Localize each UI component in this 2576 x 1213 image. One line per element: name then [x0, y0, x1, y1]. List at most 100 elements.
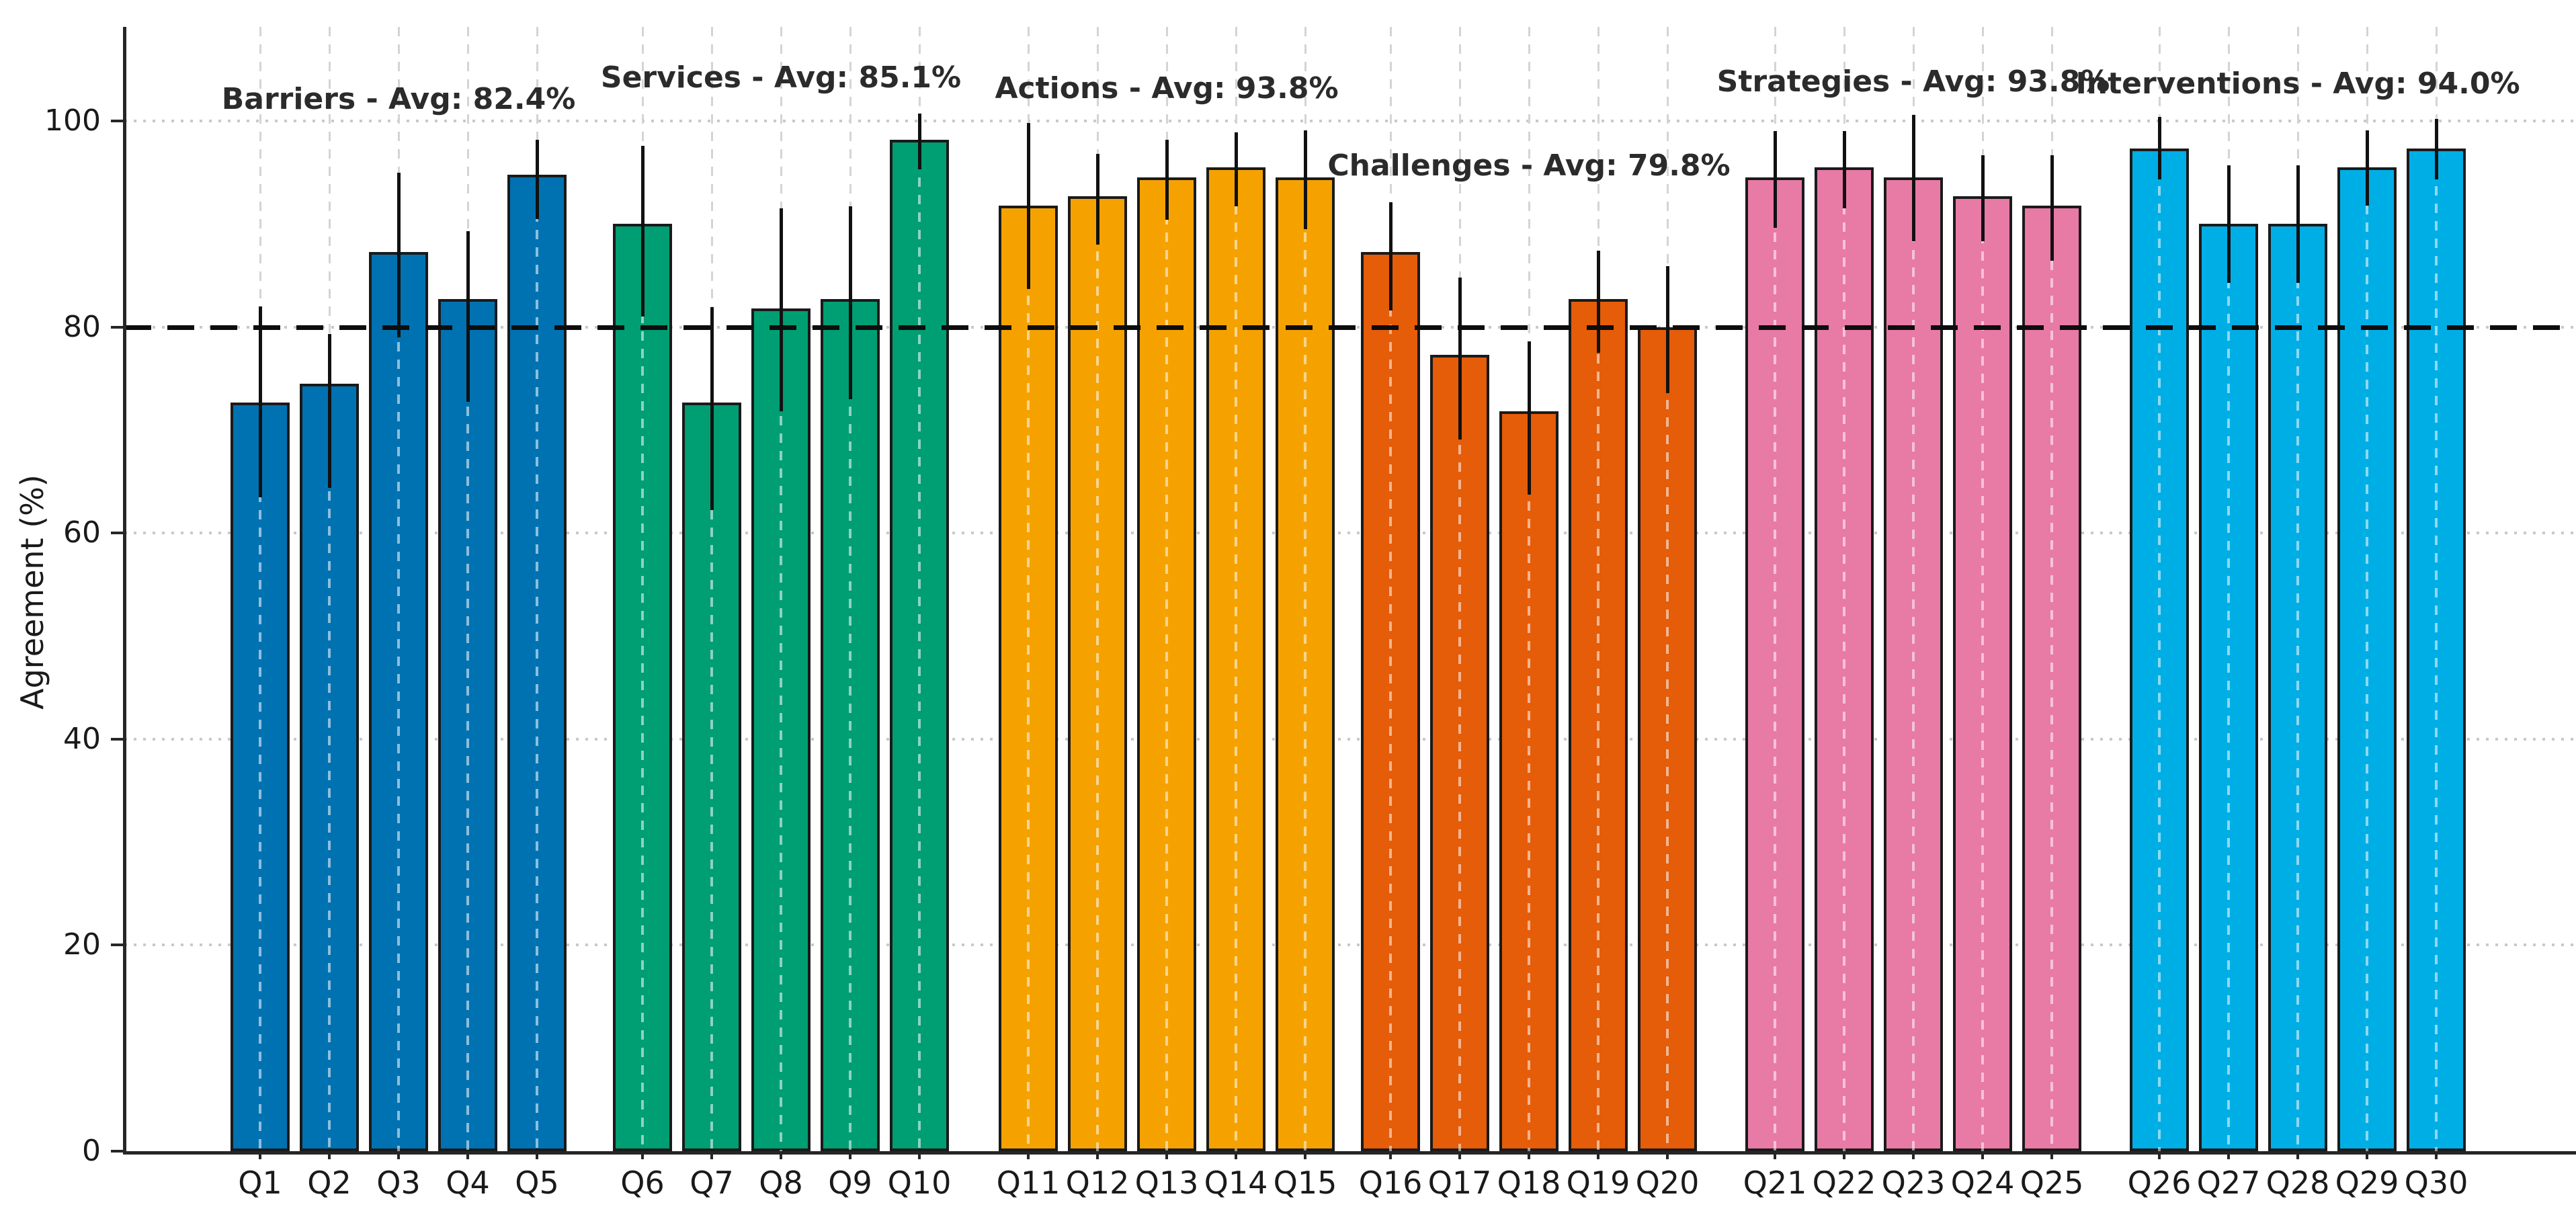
x-tick-label-Q11: Q11: [996, 1165, 1061, 1201]
bar-gridline-Q19: [1597, 302, 1599, 1151]
error-bar-Q22: [1843, 131, 1846, 209]
x-tick-Q27: [2227, 1151, 2230, 1159]
x-tick-Q5: [536, 1151, 538, 1159]
error-bar-Q6: [641, 145, 645, 317]
x-tick-Q25: [2050, 1151, 2053, 1159]
y-axis: [123, 27, 126, 1155]
x-tick-Q2: [328, 1151, 331, 1159]
x-tick-label-Q28: Q28: [2266, 1165, 2330, 1201]
error-bar-Q30: [2435, 118, 2438, 180]
h-gridline-100: [124, 120, 2576, 122]
group-title-actions: Actions - Avg: 93.8%: [995, 71, 1339, 106]
x-tick-label-Q8: Q8: [759, 1165, 803, 1201]
bar-gridline-Q11: [1027, 208, 1030, 1151]
error-bar-Q7: [710, 307, 714, 511]
x-tick-label-Q3: Q3: [376, 1165, 421, 1201]
x-tick-Q14: [1235, 1151, 1237, 1159]
bar-gridline-Q14: [1235, 169, 1237, 1151]
error-bar-Q10: [918, 114, 921, 170]
x-tick-Q3: [397, 1151, 400, 1159]
y-tick-20: [111, 944, 123, 947]
x-tick-Q22: [1843, 1151, 1845, 1159]
x-tick-Q6: [641, 1151, 644, 1159]
bar-gridline-Q21: [1774, 180, 1776, 1151]
y-tick-label-100: 100: [44, 103, 101, 138]
error-bar-Q24: [1981, 155, 1985, 242]
error-bar-Q5: [536, 139, 539, 219]
bar-gridline-Q28: [2296, 226, 2299, 1151]
x-tick-label-Q10: Q10: [887, 1165, 952, 1201]
group-title-interventions: Interventions - Avg: 94.0%: [2075, 67, 2520, 101]
x-tick-label-Q7: Q7: [690, 1165, 734, 1201]
x-tick-label-Q25: Q25: [2020, 1165, 2084, 1201]
x-tick-Q4: [466, 1151, 469, 1159]
bar-gridline-Q16: [1389, 254, 1392, 1151]
error-bar-Q26: [2158, 116, 2161, 180]
x-tick-label-Q9: Q9: [828, 1165, 872, 1201]
bar-gridline-Q24: [1981, 198, 1984, 1151]
bar-gridline-Q30: [2435, 151, 2438, 1151]
x-tick-Q24: [1981, 1151, 1984, 1159]
bar-gridline-Q20: [1666, 329, 1669, 1151]
bar-gridline-Q3: [397, 254, 400, 1151]
bar-gridline-Q1: [259, 405, 261, 1151]
h-gridline-40: [124, 737, 2576, 741]
error-bar-Q15: [1304, 130, 1307, 229]
bar-gridline-Q9: [849, 302, 851, 1151]
x-tick-label-Q6: Q6: [620, 1165, 665, 1201]
x-tick-Q21: [1774, 1151, 1776, 1159]
bar-gridline-Q27: [2227, 226, 2230, 1151]
bar-gridline-Q15: [1304, 180, 1306, 1151]
h-gridline-60: [124, 532, 2576, 535]
group-title-strategies: Strategies - Avg: 93.8%: [1716, 65, 2110, 99]
error-bar-Q29: [2366, 130, 2369, 206]
x-tick-label-Q26: Q26: [2127, 1165, 2192, 1201]
error-bar-Q21: [1774, 131, 1777, 228]
error-bar-Q9: [849, 206, 852, 399]
x-tick-Q15: [1304, 1151, 1306, 1159]
y-tick-60: [111, 532, 123, 535]
x-tick-Q30: [2435, 1151, 2438, 1159]
x-tick-label-Q1: Q1: [238, 1165, 282, 1201]
y-tick-100: [111, 120, 123, 122]
y-tick-0: [111, 1150, 123, 1153]
x-tick-label-Q20: Q20: [1635, 1165, 1700, 1201]
bar-gridline-Q26: [2158, 151, 2161, 1151]
x-tick-label-Q23: Q23: [1881, 1165, 1946, 1201]
x-tick-label-Q21: Q21: [1743, 1165, 1807, 1201]
x-tick-label-Q12: Q12: [1065, 1165, 1130, 1201]
h-gridline-20: [124, 944, 2576, 947]
x-tick-Q18: [1528, 1151, 1530, 1159]
error-bar-Q27: [2227, 165, 2231, 283]
y-tick-label-0: 0: [82, 1134, 101, 1168]
error-bar-Q13: [1165, 139, 1169, 220]
x-tick-label-Q27: Q27: [2196, 1165, 2261, 1201]
bar-gridline-Q10: [918, 142, 921, 1151]
x-tick-Q7: [710, 1151, 713, 1159]
bar-gridline-Q4: [466, 302, 469, 1151]
x-tick-Q11: [1027, 1151, 1030, 1159]
y-axis-label: Agreement (%): [14, 474, 50, 710]
y-tick-label-60: 60: [63, 515, 101, 550]
bar-gridline-Q6: [641, 226, 644, 1151]
error-bar-Q4: [466, 231, 470, 403]
x-tick-label-Q16: Q16: [1358, 1165, 1423, 1201]
x-tick-label-Q17: Q17: [1427, 1165, 1492, 1201]
x-tick-label-Q18: Q18: [1497, 1165, 1561, 1201]
y-tick-label-20: 20: [63, 927, 101, 962]
x-tick-Q13: [1165, 1151, 1168, 1159]
x-tick-Q28: [2296, 1151, 2299, 1159]
bar-gridline-Q23: [1912, 180, 1915, 1151]
x-tick-label-Q15: Q15: [1273, 1165, 1337, 1201]
error-bar-Q14: [1235, 132, 1238, 207]
bar-gridline-Q13: [1165, 180, 1168, 1151]
threshold-line-80: [124, 325, 2576, 330]
x-tick-label-Q4: Q4: [446, 1165, 490, 1201]
error-bar-Q3: [397, 172, 401, 337]
bar-gridline-Q7: [710, 405, 713, 1151]
x-tick-Q17: [1458, 1151, 1461, 1159]
x-tick-Q8: [780, 1151, 782, 1159]
error-bar-Q28: [2296, 165, 2300, 283]
error-bar-Q16: [1389, 202, 1393, 311]
